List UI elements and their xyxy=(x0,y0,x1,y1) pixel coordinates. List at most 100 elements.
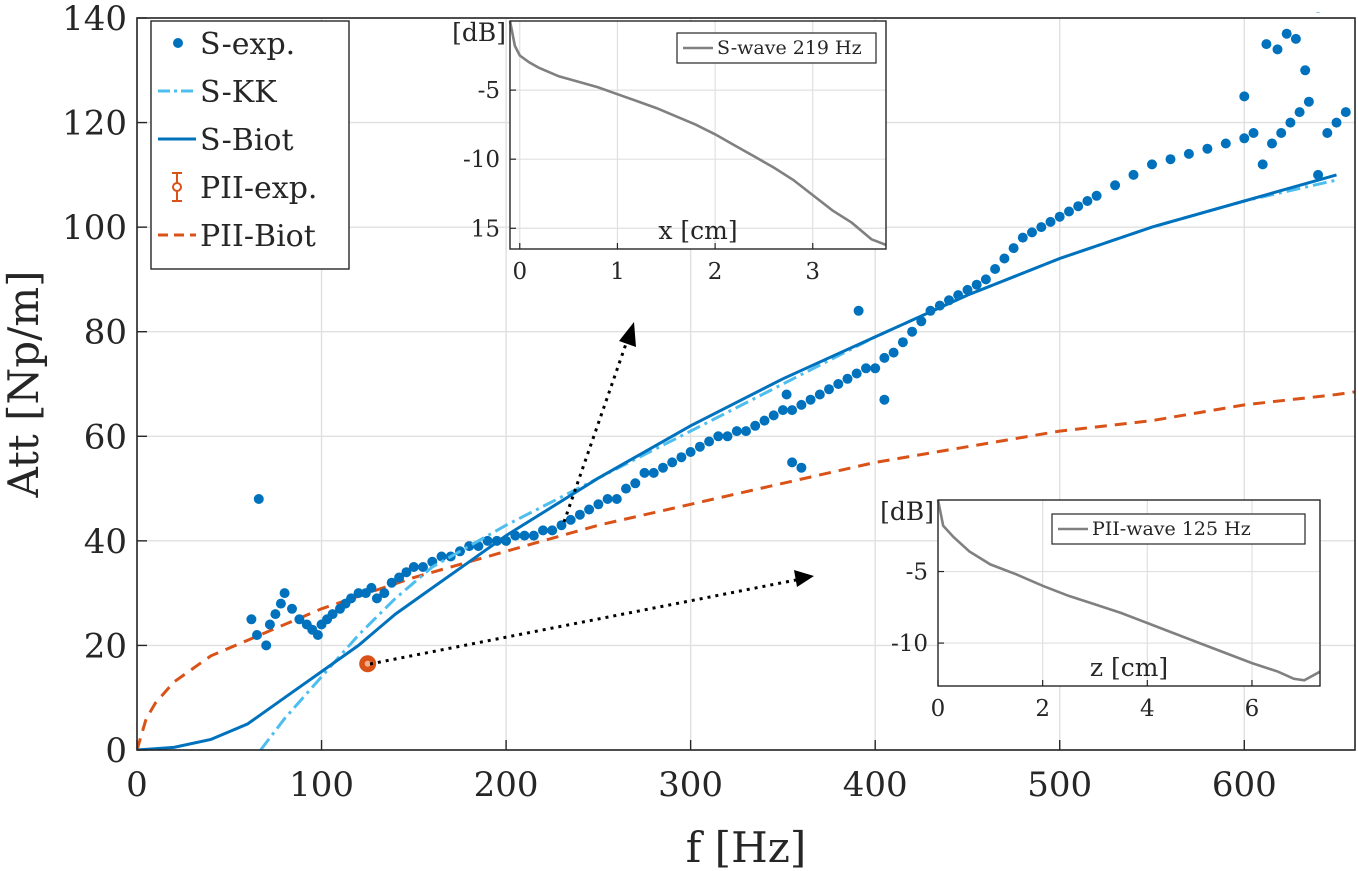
s-exp-point xyxy=(436,551,447,562)
y-tick-label: 40 xyxy=(84,522,127,562)
s-exp-point xyxy=(275,598,286,609)
main-axes-frame xyxy=(136,17,1356,751)
s-exp-point xyxy=(366,582,377,593)
s-exp-point xyxy=(759,415,770,426)
y-tick-label: 140 xyxy=(62,0,127,39)
s-exp-point xyxy=(418,562,428,572)
inset-s-wave-series xyxy=(508,20,887,247)
arrowhead-s-inset xyxy=(619,322,636,347)
s-exp-point xyxy=(787,405,798,416)
s-exp-point xyxy=(962,284,973,295)
s-exp-point xyxy=(833,379,844,389)
s-exp-point xyxy=(1294,107,1305,118)
s-exp-point xyxy=(999,253,1010,264)
legend-s-exp-marker xyxy=(173,38,183,48)
s-exp-point xyxy=(971,279,982,290)
legend-label: PII-Biot xyxy=(200,219,316,254)
s-exp-point xyxy=(1008,243,1019,254)
s-exp-point xyxy=(547,525,558,536)
inset2-y-tick-label: -5 xyxy=(906,560,928,586)
y-tick-label: 80 xyxy=(84,313,127,353)
s-exp-point xyxy=(630,478,641,489)
pii-exp-point-center xyxy=(364,660,371,667)
legend-label: PII-exp. xyxy=(200,171,317,206)
s-exp-point xyxy=(264,619,275,630)
main-legend-box xyxy=(150,20,350,270)
s-exp-point xyxy=(1303,96,1314,107)
s-exp-point xyxy=(574,509,585,520)
s-exp-point xyxy=(1165,154,1176,165)
s-exp-point xyxy=(1064,206,1074,217)
s-exp-point xyxy=(1267,138,1277,149)
inset2-x-tick-label: 4 xyxy=(1140,696,1155,722)
x-tick-label: 100 xyxy=(289,765,354,805)
s-exp-point xyxy=(768,410,779,421)
s-exp-point xyxy=(639,467,650,478)
y-tick-label: 20 xyxy=(84,626,127,666)
inset-pii-wave-legend: PII-wave 125 Hz xyxy=(1051,513,1306,545)
x-tick-label: 0 xyxy=(126,765,148,805)
s-exp-point xyxy=(1220,138,1231,149)
inset-s-wave-ticks: 0 1 2 3 -5 -10 15 xyxy=(463,78,820,285)
inset-s-wave-x-label: x [cm] xyxy=(658,216,737,245)
main-series xyxy=(137,12,1355,750)
s-exp-point xyxy=(658,462,668,473)
s-exp-point xyxy=(861,363,871,374)
s-exp-point xyxy=(519,530,530,541)
legend-label: S-Biot xyxy=(200,123,294,158)
s-exp-point xyxy=(879,394,890,405)
s-exp-point xyxy=(1027,227,1037,238)
s-exp-point xyxy=(1281,28,1292,39)
y-axis-label: Att [Np/m] xyxy=(0,270,48,498)
inset2-legend-box xyxy=(1051,513,1306,545)
inset1-legend-label: S-wave 219 Hz xyxy=(717,37,862,59)
s-exp-point xyxy=(261,640,272,651)
s-exp-point xyxy=(1290,33,1301,44)
s-exp-point xyxy=(777,405,788,416)
inset2-x-tick-label: 0 xyxy=(931,696,946,722)
x-tick-label: 200 xyxy=(474,765,539,805)
s-exp-point xyxy=(796,399,807,410)
s-exp-point xyxy=(796,462,807,473)
s-exp-point xyxy=(980,274,991,285)
s-exp-point xyxy=(842,373,853,384)
s-exp-point xyxy=(685,447,696,457)
s-exp-point xyxy=(676,452,687,463)
s-exp-point xyxy=(253,494,264,504)
s-exp-point xyxy=(704,436,715,447)
s-exp-point xyxy=(327,609,338,620)
y-tick-label: 120 xyxy=(62,104,127,144)
s-exp-point xyxy=(1300,65,1311,76)
s-exp-point xyxy=(879,352,890,363)
s-exp-point xyxy=(870,363,881,374)
inset1-line xyxy=(508,20,887,247)
inset-s-wave-grid xyxy=(510,21,886,249)
s-exp-point xyxy=(1183,148,1194,159)
inset-pii-wave-y-label: [dB] xyxy=(880,497,934,526)
inset1-y-tick-label: 15 xyxy=(471,216,500,242)
s-exp-point xyxy=(602,494,613,504)
s-exp-point xyxy=(1257,159,1268,170)
s-exp-point xyxy=(1285,117,1296,128)
s-exp-point xyxy=(853,305,864,316)
inset-pii-wave-series xyxy=(936,499,1321,682)
s-exp-point xyxy=(990,264,1001,274)
s-exp-point xyxy=(593,499,604,510)
s-exp-point xyxy=(482,535,493,546)
s-exp-point xyxy=(741,426,751,437)
s-exp-point xyxy=(565,514,576,525)
s-exp-point xyxy=(1045,216,1056,227)
s-exp-point xyxy=(824,384,834,395)
s-exp-point xyxy=(750,420,761,431)
x-tick-label: 300 xyxy=(658,765,723,805)
inset-pii-wave-x-label: z [cm] xyxy=(1090,653,1168,682)
s-exp-point xyxy=(694,441,705,452)
s-exp-point xyxy=(851,368,862,379)
s-exp-point xyxy=(584,504,595,515)
s-exp-point xyxy=(1147,159,1157,170)
inset-s-wave-legend: S-wave 219 Hz xyxy=(676,32,877,64)
pii-biot-line xyxy=(137,390,1355,750)
inset1-x-tick-label: 1 xyxy=(610,259,625,285)
